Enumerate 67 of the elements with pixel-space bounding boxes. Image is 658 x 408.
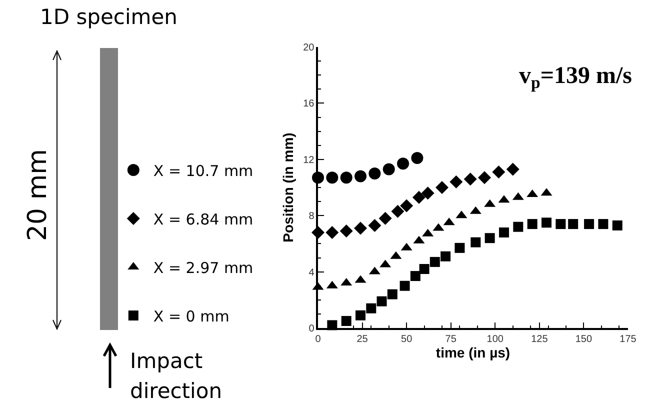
- x-tick-label: 100: [486, 334, 504, 345]
- point: [421, 186, 434, 200]
- point: [387, 289, 398, 300]
- point: [326, 172, 338, 184]
- x-tick-label: 75: [445, 334, 457, 345]
- point: [470, 237, 481, 248]
- point: [400, 199, 414, 212]
- point: [378, 212, 392, 225]
- x-axis-title: time (in µs): [436, 344, 510, 361]
- point: [450, 175, 463, 188]
- point: [527, 219, 538, 230]
- point: [584, 219, 594, 230]
- point: [478, 171, 492, 184]
- annotation: v$_{p}$=139 m/s: [519, 63, 632, 92]
- y-tick-label: 20: [303, 42, 315, 54]
- y-tick-label: 0: [308, 324, 315, 334]
- point: [354, 222, 368, 235]
- point: [598, 219, 608, 230]
- legend-label: X = 2.97 mm: [153, 258, 254, 277]
- point: [411, 152, 424, 164]
- point: [506, 162, 520, 176]
- point: [326, 226, 339, 239]
- x-tick-label: 25: [356, 334, 368, 345]
- text: 20 mm: [23, 148, 54, 242]
- x-tick-label: 50: [401, 334, 413, 345]
- x-tick-label: 175: [620, 334, 637, 345]
- point: [430, 256, 440, 267]
- point: [419, 264, 430, 274]
- y-tick-label: 8: [308, 211, 315, 222]
- x-tick-label: 150: [575, 334, 592, 345]
- point: [397, 158, 410, 170]
- point: [454, 242, 465, 253]
- point: [436, 181, 448, 194]
- point: [513, 222, 524, 232]
- point: [356, 310, 366, 320]
- x-tick-label: 125: [531, 334, 548, 345]
- point: [484, 233, 495, 244]
- point: [556, 219, 566, 230]
- point: [341, 316, 352, 326]
- point: [499, 227, 509, 238]
- point: [376, 296, 387, 306]
- text: Impact direction: [130, 348, 224, 405]
- legend-label: X = 10.7 mm: [153, 162, 254, 180]
- y-tick-label: 16: [303, 98, 315, 110]
- point: [368, 167, 381, 180]
- legend-label: X = 0 mm: [153, 307, 230, 326]
- point: [354, 170, 367, 182]
- text: 1D specimen: [40, 4, 178, 31]
- legend-label: X = 6.84 mm: [153, 210, 254, 228]
- y-axis-title: Position (in mm): [280, 132, 296, 242]
- point: [464, 172, 477, 186]
- point: [382, 163, 395, 176]
- point: [412, 190, 426, 204]
- point: [612, 220, 622, 230]
- point: [366, 303, 376, 314]
- point: [440, 251, 451, 262]
- point: [542, 218, 552, 228]
- point: [568, 219, 578, 230]
- point: [368, 218, 382, 232]
- point: [340, 172, 352, 184]
- y-tick-label: 12: [303, 154, 315, 166]
- point: [400, 280, 410, 291]
- y-tick-label: 4: [308, 267, 315, 278]
- point: [391, 204, 404, 218]
- point: [410, 271, 420, 282]
- point: [340, 224, 353, 238]
- point: [492, 166, 506, 179]
